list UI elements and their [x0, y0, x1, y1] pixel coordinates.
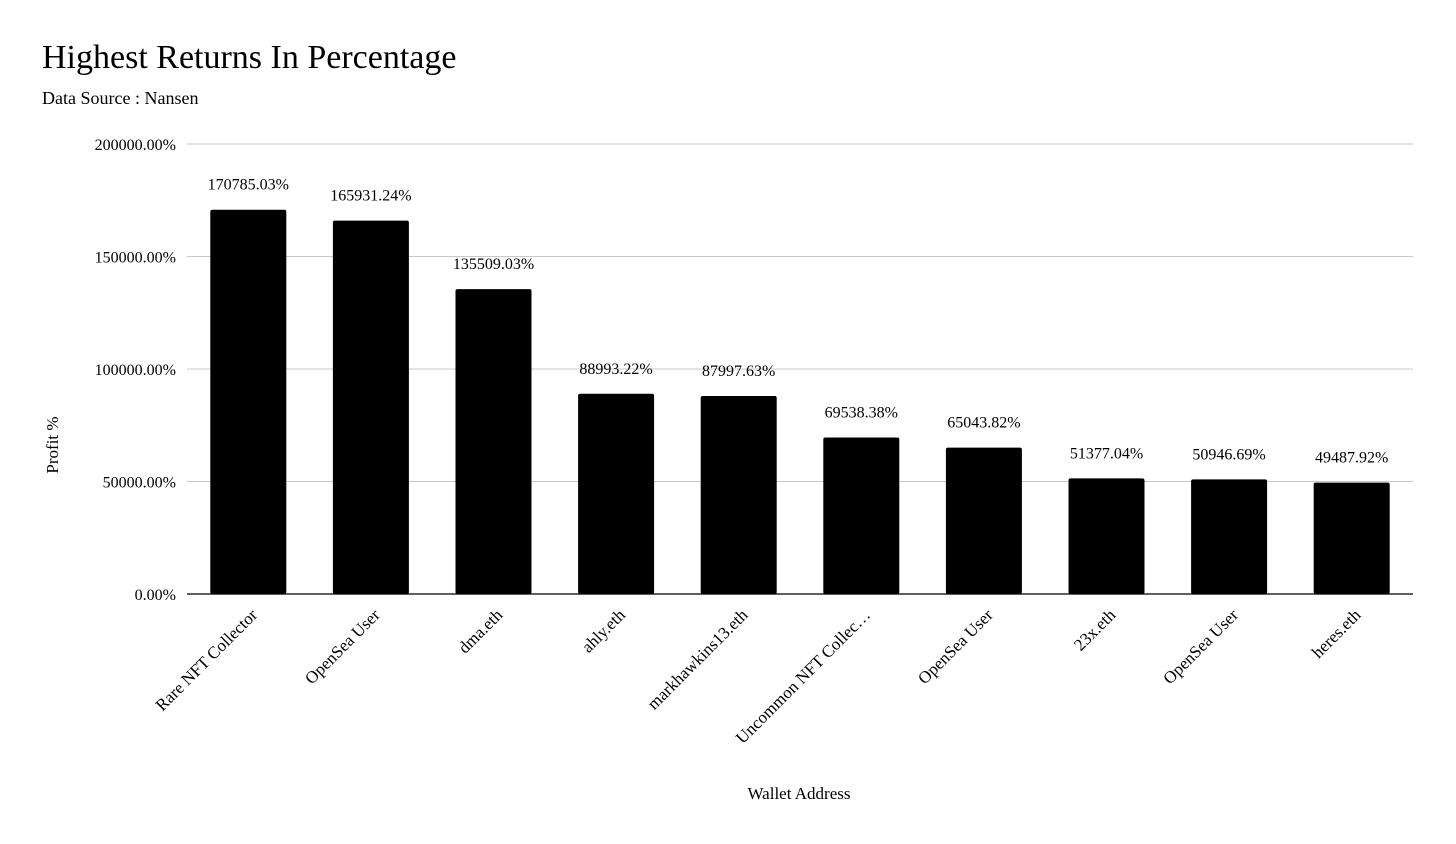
x-tick-label: Uncommon NFT Collec…	[732, 605, 874, 747]
x-tick-label: Rare NFT Collector	[152, 605, 262, 715]
bar	[700, 396, 777, 594]
bar	[1191, 479, 1268, 594]
bars	[210, 209, 1390, 594]
data-label: 65043.82%	[947, 415, 1020, 432]
bar	[578, 393, 655, 594]
bar	[1068, 478, 1145, 594]
y-axis-label: Profit %	[43, 416, 62, 473]
data-label: 51377.04%	[1070, 445, 1143, 462]
x-tick-label: OpenSea User	[914, 605, 997, 688]
bar	[455, 289, 532, 594]
x-tick-label: heres.eth	[1308, 605, 1365, 662]
bar	[332, 220, 409, 594]
data-label: 165931.24%	[330, 188, 411, 205]
chart-title: Highest Returns In Percentage	[42, 39, 457, 76]
bar	[1313, 482, 1390, 594]
x-tick-label: dma.eth	[454, 605, 506, 657]
data-label: 87997.63%	[702, 363, 775, 380]
chart-subtitle: Data Source : Nansen	[42, 88, 199, 108]
x-tick-label: OpenSea User	[1159, 605, 1242, 688]
data-label: 50946.69%	[1192, 446, 1265, 463]
bar	[945, 447, 1022, 594]
x-tick-label: 23x.eth	[1070, 605, 1120, 655]
bar	[210, 209, 287, 594]
x-tick-label: OpenSea User	[301, 605, 384, 688]
y-tick-label: 50000.00%	[103, 475, 176, 492]
y-tick-label: 0.00%	[135, 587, 176, 604]
data-label: 88993.22%	[579, 361, 652, 378]
y-tick-label: 100000.00%	[95, 362, 176, 379]
x-tick-label: markhawkins13.eth	[644, 605, 752, 713]
x-axis-label: Wallet Address	[748, 784, 851, 803]
data-label: 135509.03%	[453, 256, 534, 273]
bar	[823, 437, 900, 594]
y-tick-label: 150000.00%	[95, 250, 176, 267]
data-label: 170785.03%	[208, 177, 289, 194]
data-label: 49487.92%	[1315, 450, 1388, 467]
x-tick-label: ahly.eth	[578, 605, 629, 656]
data-label: 69538.38%	[825, 405, 898, 422]
data-labels: 170785.03% 165931.24% 135509.03% 88993.22% 8…	[208, 177, 1389, 467]
y-tick-label: 200000.00%	[95, 137, 176, 154]
